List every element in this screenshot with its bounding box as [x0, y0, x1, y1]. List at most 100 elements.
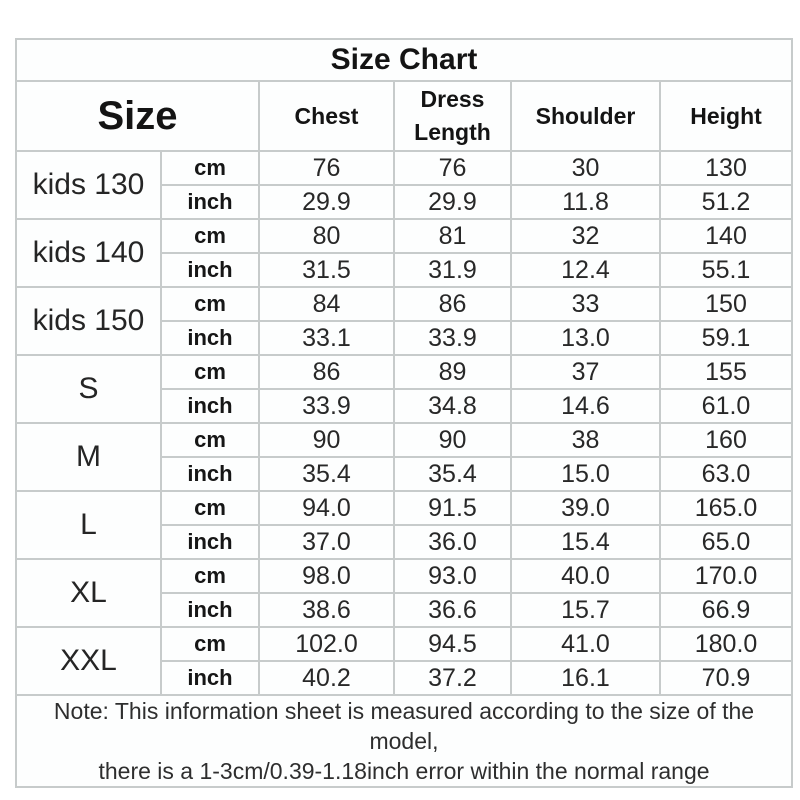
value-cell: 61.0 [658, 388, 794, 424]
value-cell: 33.1 [258, 320, 395, 356]
value-cell: 51.2 [658, 184, 794, 220]
unit-label-inch: inch [160, 660, 260, 696]
value-cell: 29.9 [258, 184, 395, 220]
unit-label-cm: cm [160, 422, 260, 458]
value-cell: 150 [658, 286, 794, 322]
title-row: Size Chart [14, 38, 794, 82]
size-label-kids-140: kids 140 [15, 218, 162, 288]
value-cell: 31.9 [393, 252, 512, 288]
size-label-kids-130: kids 130 [15, 150, 162, 220]
unit-label-cm: cm [160, 150, 260, 186]
value-cell: 90 [393, 422, 512, 458]
table-row: inch 33.9 34.8 14.6 61.0 [16, 388, 794, 424]
size-label-l: L [15, 490, 162, 560]
value-cell: 33.9 [258, 388, 395, 424]
unit-label-inch: inch [160, 252, 260, 288]
note-text: Note: This information sheet is measured… [14, 694, 794, 788]
size-label-kids-150: kids 150 [15, 286, 162, 356]
column-header-shoulder: Shoulder [510, 80, 661, 152]
value-cell: 94.5 [393, 626, 512, 662]
value-cell: 30 [510, 150, 661, 186]
value-cell: 38.6 [258, 592, 395, 628]
value-cell: 39.0 [510, 490, 661, 526]
value-cell: 11.8 [510, 184, 661, 220]
value-cell: 86 [258, 354, 395, 390]
size-label-s: S [15, 354, 162, 424]
table-row: L cm 94.0 91.5 39.0 165.0 [15, 490, 794, 560]
unit-label-inch: inch [160, 388, 260, 424]
value-cell: 13.0 [510, 320, 661, 356]
unit-label-cm: cm [160, 354, 260, 390]
value-cell: 34.8 [393, 388, 512, 424]
value-cell: 66.9 [658, 592, 794, 628]
value-cell: 91.5 [393, 490, 512, 526]
size-chart-sheet: Size Chart Size Chest Dress Length Shoul… [14, 38, 794, 788]
note-line-1: Note: This information sheet is measured… [53, 698, 755, 754]
value-cell: 40.0 [510, 558, 661, 594]
value-cell: 35.4 [393, 456, 512, 492]
value-cell: 98.0 [258, 558, 395, 594]
value-cell: 15.4 [510, 524, 661, 560]
value-cell: 90 [258, 422, 395, 458]
value-cell: 130 [658, 150, 794, 186]
unit-label-inch: inch [160, 184, 260, 220]
value-cell: 94.0 [258, 490, 395, 526]
unit-label-inch: inch [160, 456, 260, 492]
table-row: S cm 86 89 37 155 [15, 354, 794, 424]
table-row: kids 130 cm 76 76 30 130 [15, 150, 794, 220]
size-label-m: M [15, 422, 162, 492]
note-row: Note: This information sheet is measured… [14, 694, 794, 788]
table-row: M cm 90 90 38 160 [15, 422, 794, 492]
unit-label-cm: cm [160, 626, 260, 662]
unit-label-inch: inch [160, 320, 260, 356]
size-chart-title: Size Chart [14, 38, 794, 82]
value-cell: 33.9 [393, 320, 512, 356]
value-cell: 36.6 [393, 592, 512, 628]
column-header-dress-length: Dress Length [393, 80, 512, 152]
column-header-chest: Chest [258, 80, 395, 152]
value-cell: 76 [258, 150, 395, 186]
value-cell: 70.9 [658, 660, 794, 696]
value-cell: 37.2 [393, 660, 512, 696]
unit-label-inch: inch [160, 524, 260, 560]
value-cell: 84 [258, 286, 395, 322]
table-row: XL cm 98.0 93.0 40.0 170.0 [15, 558, 794, 628]
value-cell: 16.1 [510, 660, 661, 696]
size-label-xl: XL [15, 558, 162, 628]
table-row: inch 35.4 35.4 15.0 63.0 [16, 456, 794, 492]
value-cell: 155 [658, 354, 794, 390]
table-row: inch 29.9 29.9 11.8 51.2 [16, 184, 794, 220]
value-cell: 35.4 [258, 456, 395, 492]
value-cell: 38 [510, 422, 661, 458]
size-label-xxl: XXL [15, 626, 162, 696]
value-cell: 15.7 [510, 592, 661, 628]
size-column-header: Size [15, 80, 260, 152]
value-cell: 180.0 [658, 626, 794, 662]
value-cell: 15.0 [510, 456, 661, 492]
value-cell: 160 [658, 422, 794, 458]
value-cell: 31.5 [258, 252, 395, 288]
table-row: kids 140 cm 80 81 32 140 [15, 218, 794, 288]
unit-label-cm: cm [160, 490, 260, 526]
value-cell: 33 [510, 286, 661, 322]
unit-label-cm: cm [160, 218, 260, 254]
table-row: inch 33.1 33.9 13.0 59.1 [16, 320, 794, 356]
header-row: Size Chest Dress Length Shoulder Height [15, 80, 794, 152]
value-cell: 89 [393, 354, 512, 390]
value-cell: 81 [393, 218, 512, 254]
value-cell: 86 [393, 286, 512, 322]
value-cell: 37 [510, 354, 661, 390]
unit-label-cm: cm [160, 558, 260, 594]
value-cell: 80 [258, 218, 395, 254]
table-row: inch 31.5 31.9 12.4 55.1 [16, 252, 794, 288]
value-cell: 14.6 [510, 388, 661, 424]
unit-label-inch: inch [160, 592, 260, 628]
value-cell: 76 [393, 150, 512, 186]
value-cell: 12.4 [510, 252, 661, 288]
value-cell: 29.9 [393, 184, 512, 220]
table-row: kids 150 cm 84 86 33 150 [15, 286, 794, 356]
value-cell: 63.0 [658, 456, 794, 492]
value-cell: 165.0 [658, 490, 794, 526]
value-cell: 170.0 [658, 558, 794, 594]
value-cell: 140 [658, 218, 794, 254]
